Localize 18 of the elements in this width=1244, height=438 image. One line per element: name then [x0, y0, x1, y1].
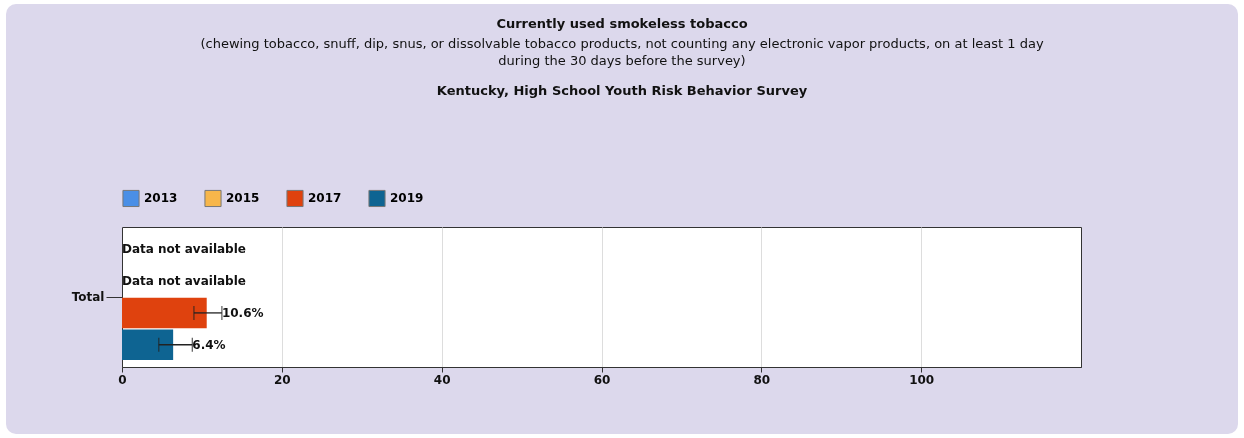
x-tick-label: 0	[118, 372, 127, 387]
text: Kentucky, High School Youth Risk Behavior Survey	[435, 83, 809, 98]
x-tick-label: 40	[433, 372, 451, 387]
legend-label: 2013	[144, 191, 178, 206]
text: Data not available	[122, 242, 246, 257]
x-tick-label: 100	[909, 372, 935, 387]
text: Data not available	[122, 274, 246, 289]
x-tick-label: 80	[753, 372, 771, 387]
chart-subtitle: (chewing tobacco, snuff, dip, snus, or dissolvable tobacco products, not counting any electronic vapor products, on at least 1 day during the 30 days before the survey)	[199, 35, 1045, 69]
x-tick-label: 60	[593, 372, 611, 387]
data-label: 10.6%	[221, 305, 264, 320]
y-tick-label: Total	[71, 290, 105, 304]
x-tick-label: 20	[273, 372, 291, 387]
chart-title: Currently used smokeless tobacco	[495, 16, 749, 31]
legend-label: 2015	[226, 191, 260, 206]
data-label: 6.4%	[192, 337, 226, 352]
legend-label: 2017	[308, 191, 342, 206]
legend-label: 2019	[390, 191, 424, 206]
